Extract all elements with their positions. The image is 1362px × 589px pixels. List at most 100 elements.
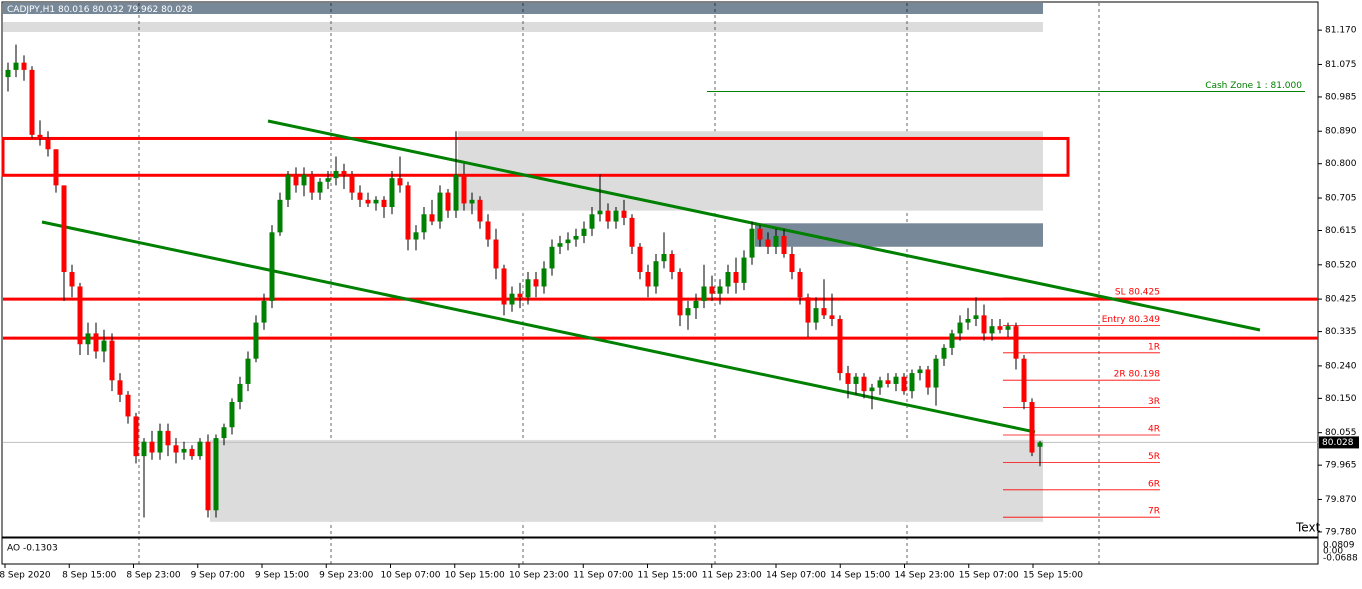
- candle-body: [877, 380, 883, 388]
- candle-body: [317, 181, 323, 193]
- candle-body: [1021, 358, 1027, 402]
- x-tick-label: 8 Sep 2020: [0, 571, 51, 581]
- candle-body: [685, 308, 691, 316]
- x-tick-label: 9 Sep 15:00: [255, 571, 310, 581]
- candle-body: [309, 174, 315, 193]
- candle-body: [925, 369, 931, 388]
- candle-body: [525, 279, 531, 298]
- x-tick-label: 11 Sep 23:00: [702, 571, 762, 581]
- candle-body: [405, 185, 411, 240]
- candle-body: [989, 326, 995, 334]
- candle-body: [221, 427, 227, 439]
- l: 79.962: [127, 5, 159, 15]
- candle-body: [477, 199, 483, 222]
- candle-body: [253, 322, 259, 359]
- candle-body: [781, 235, 787, 254]
- zone: [210, 439, 1043, 522]
- price-tag-label: 80.028: [1322, 438, 1354, 448]
- candle-body: [965, 318, 971, 323]
- candle-body: [165, 430, 171, 446]
- candle-body: [653, 261, 659, 287]
- candle-body: [541, 268, 547, 287]
- candle-body: [445, 192, 451, 211]
- h: 80.032: [92, 5, 124, 15]
- candle-body: [269, 232, 275, 301]
- candle-body: [461, 174, 467, 204]
- y-tick-label: 80.890: [1325, 127, 1357, 137]
- ao-tick: 0.0809: [1323, 541, 1355, 551]
- candle-body: [909, 373, 915, 392]
- y-tick-label: 80.705: [1325, 194, 1357, 204]
- candle-body: [365, 199, 371, 204]
- candle-body: [77, 286, 83, 345]
- trade-level-label: 2R 80.198: [1114, 370, 1161, 380]
- y-tick-label: 80.520: [1325, 260, 1357, 270]
- candle-body: [605, 210, 611, 222]
- candle-body: [301, 174, 307, 186]
- candle-body: [349, 174, 355, 193]
- candle-body: [157, 430, 163, 453]
- candle-body: [413, 232, 419, 240]
- x-tick-label: 15 Sep 07:00: [959, 571, 1019, 581]
- candle-body: [693, 300, 699, 309]
- candle-body: [941, 347, 947, 359]
- candle-body: [645, 272, 651, 287]
- candle-body: [717, 286, 723, 294]
- candle-body: [437, 192, 443, 222]
- red-box: [1, 136, 1070, 177]
- y-tick-label: 80.615: [1325, 226, 1357, 236]
- candle-body: [93, 333, 99, 352]
- x-tick-label: 14 Sep 15:00: [830, 571, 890, 581]
- candle-body: [749, 228, 755, 258]
- x-tick-label: 10 Sep 15:00: [445, 571, 505, 581]
- candle-body: [741, 257, 747, 283]
- header: CADJPY,H1 80.016 80.032 79.962 80.028: [7, 5, 193, 15]
- candle-body: [333, 170, 339, 179]
- y-tick-label: 79.780: [1325, 527, 1357, 537]
- candle-body: [957, 322, 963, 334]
- candle-body: [917, 369, 923, 374]
- candle-body: [973, 315, 979, 319]
- trade-level-label: SL 80.425: [1115, 288, 1160, 298]
- candle-body: [797, 272, 803, 298]
- y-tick-label: 80.425: [1325, 295, 1357, 305]
- candle-body: [277, 199, 283, 233]
- candle-body: [901, 376, 907, 392]
- candle-body: [725, 272, 731, 287]
- ao-tick: 0.00: [1323, 547, 1343, 557]
- candle-body: [5, 69, 11, 78]
- candle-body: [429, 214, 435, 222]
- candle-body: [757, 228, 763, 240]
- candle-body: [733, 272, 739, 283]
- trend-lower: [41, 220, 1036, 434]
- trend-upper: [267, 119, 1261, 332]
- x-tick-label: 9 Sep 23:00: [319, 571, 374, 581]
- x-tick-label: 11 Sep 07:00: [573, 571, 633, 581]
- candle-body: [933, 358, 939, 388]
- candle-body: [589, 214, 595, 229]
- candle-body: [997, 326, 1003, 330]
- candle-body: [853, 376, 859, 384]
- candle-body: [117, 380, 123, 395]
- candle-body: [613, 210, 619, 222]
- candle-body: [829, 315, 835, 319]
- candle-body: [573, 235, 579, 240]
- candle-body: [341, 170, 347, 175]
- candle-body: [509, 293, 515, 305]
- x-tick-label: 8 Sep 23:00: [126, 571, 181, 581]
- candle-body: [69, 272, 75, 287]
- c: 80.028: [161, 5, 193, 15]
- candle-body: [821, 308, 827, 316]
- o: 80.016: [58, 5, 90, 15]
- trade-level-label: 7R: [1148, 507, 1160, 517]
- candle-body: [133, 416, 139, 457]
- candle-body: [205, 441, 211, 511]
- candle-body: [421, 214, 427, 233]
- candle-body: [29, 69, 35, 135]
- candle-body: [229, 401, 235, 428]
- candle-body: [149, 441, 155, 453]
- candle-body: [813, 308, 819, 323]
- candle-body: [1037, 442, 1043, 447]
- candle-body: [837, 318, 843, 374]
